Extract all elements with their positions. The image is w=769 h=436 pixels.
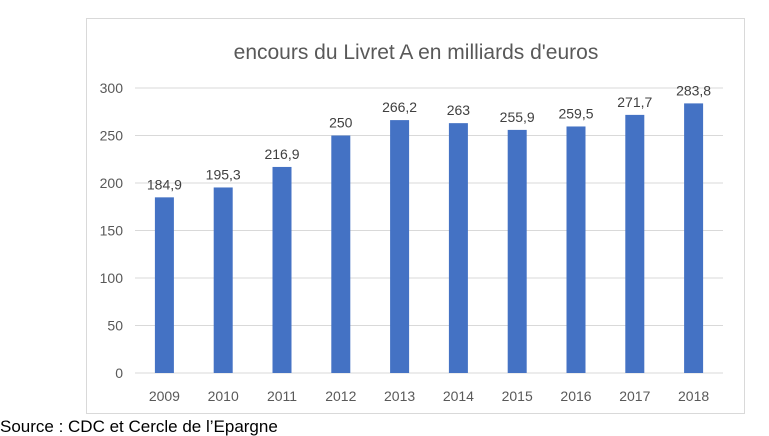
x-tick-label: 2012 — [325, 388, 356, 404]
bar — [566, 126, 586, 373]
y-tick-label: 300 — [100, 80, 124, 96]
data-label: 255,9 — [500, 109, 535, 125]
chart-title: encours du Livret A en milliards d'euros — [234, 41, 599, 64]
x-tick-label: 2013 — [384, 388, 415, 404]
y-tick-label: 0 — [115, 365, 123, 381]
x-tick-label: 2011 — [267, 388, 297, 404]
y-tick-label: 250 — [100, 128, 124, 144]
x-tick-label: 2014 — [443, 388, 474, 404]
x-tick-label: 2017 — [619, 388, 650, 404]
data-label: 271,7 — [617, 94, 652, 110]
bars — [154, 103, 704, 374]
data-label: 263 — [447, 102, 471, 118]
data-label: 259,5 — [558, 105, 593, 121]
data-label: 216,9 — [264, 146, 299, 162]
x-tick-label: 2015 — [502, 388, 533, 404]
data-label: 184,9 — [147, 176, 182, 192]
y-tick-label: 100 — [100, 270, 124, 286]
bar-chart: encours du Livret A en milliards d'euros… — [100, 41, 723, 404]
data-label: 250 — [329, 115, 353, 131]
bar — [154, 197, 174, 373]
source-note: Source : CDC et Cercle de l’Epargne — [0, 417, 278, 436]
bar — [684, 103, 704, 373]
bar — [390, 120, 410, 373]
data-label: 266,2 — [382, 99, 417, 115]
bar — [272, 166, 292, 373]
x-tick-label: 2010 — [208, 388, 239, 404]
data-label: 195,3 — [206, 166, 241, 182]
bar — [213, 187, 233, 373]
x-axis-ticks: 2009 2010 2011 2012 2013 2014 2015 2016 2017 2018 — [149, 388, 710, 404]
bar — [448, 123, 468, 374]
data-label: 283,8 — [676, 82, 711, 98]
gridlines — [135, 87, 723, 374]
data-labels: 184,9 195,3 216,9 250 266,2 263 255,9 259,5 271,… — [147, 82, 711, 192]
y-tick-label: 200 — [100, 175, 124, 191]
chart-area: encours du Livret A en milliards d'euros… — [86, 18, 745, 414]
y-tick-label: 150 — [100, 223, 124, 239]
x-tick-label: 2016 — [560, 388, 591, 404]
bar — [507, 129, 527, 373]
bar — [331, 135, 351, 373]
bar — [625, 114, 645, 373]
x-tick-label: 2018 — [678, 388, 709, 404]
x-tick-label: 2009 — [149, 388, 180, 404]
y-tick-label: 50 — [107, 318, 123, 334]
y-axis-ticks: 0 50 100 150 200 250 300 — [100, 80, 124, 381]
